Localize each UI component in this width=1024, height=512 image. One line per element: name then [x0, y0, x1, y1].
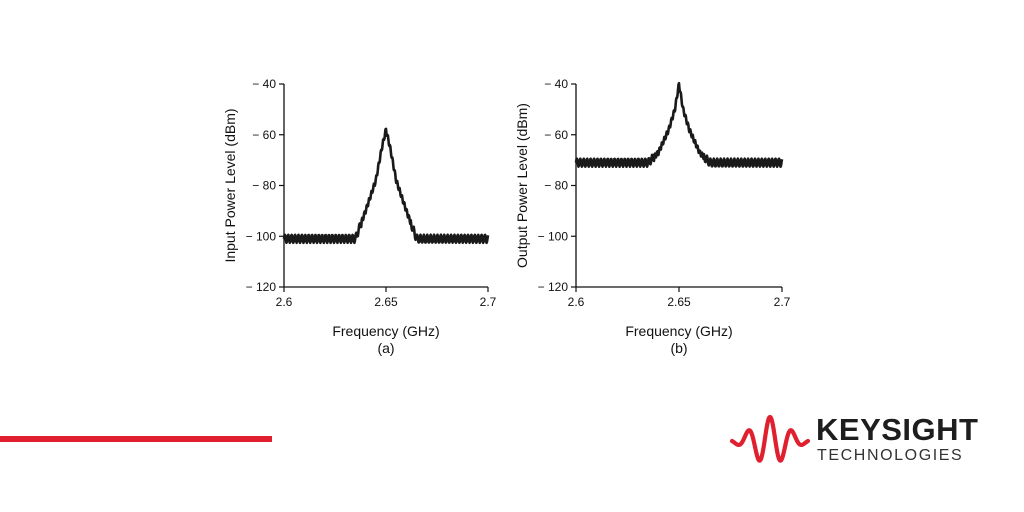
chart-b-x-axis-label: Frequency (GHz)	[625, 323, 732, 339]
chart-a-x-axis-label: Frequency (GHz)	[332, 323, 439, 339]
chart-a-x-tick-label: 2.65	[374, 295, 398, 309]
chart-a-x-tick-label: 2.6	[276, 295, 293, 309]
chart-a-y-axis-label: Input Power Level (dBm)	[222, 108, 238, 262]
chart-a-y-tick-label: − 100	[246, 229, 277, 243]
chart-a-y-tick-label: − 120	[246, 280, 277, 294]
chart-a-y-tick-label: − 60	[252, 128, 276, 142]
chart-b-y-tick-label: − 40	[544, 77, 568, 91]
chart-a-y-tick-label: − 40	[252, 77, 276, 91]
chart-a-y-tick-label: − 80	[252, 179, 276, 193]
chart-b-x-tick-label: 2.6	[568, 295, 585, 309]
chart-b-y-tick-label: − 120	[538, 280, 569, 294]
chart-a-panel-label: (a)	[377, 340, 394, 356]
chart-b-y-axis-label: Output Power Level (dBm)	[514, 103, 530, 268]
chart-b-y-tick-label: − 60	[544, 128, 568, 142]
keysight-logo: KEYSIGHT TECHNOLOGIES	[730, 408, 980, 474]
chart-b-x-tick-label: 2.65	[667, 295, 691, 309]
chart-a-x-tick-label: 2.7	[480, 295, 497, 309]
chart-b-trace	[574, 81, 784, 169]
accent-bar	[0, 436, 272, 442]
logo-tagline: TECHNOLOGIES	[817, 447, 964, 464]
chart-b-y-tick-label: − 80	[544, 179, 568, 193]
chart-a-trace	[282, 127, 490, 245]
chart-b-x-tick-label: 2.7	[774, 295, 791, 309]
chart-b-panel-label: (b)	[670, 340, 687, 356]
keysight-wave-icon	[730, 414, 810, 463]
chart-b-y-tick-label: − 100	[538, 229, 569, 243]
logo-name: KEYSIGHT	[816, 412, 979, 447]
